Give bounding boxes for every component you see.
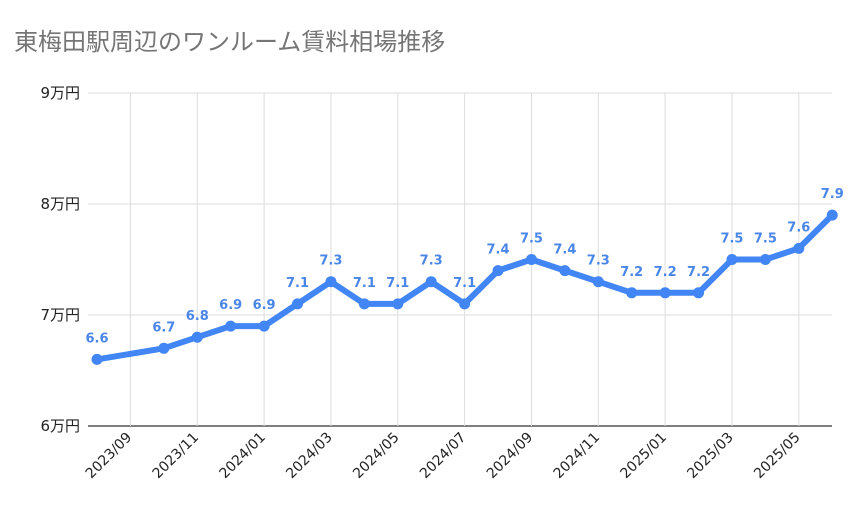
data-point [392, 298, 404, 310]
y-tick-label: 8万円 [40, 195, 80, 213]
data-point [459, 298, 471, 310]
series-line [94, 212, 836, 363]
data-labels: 6.6 6.7 6.8 6.9 6.9 7.1 7.3 7.1 7.1 7.3 7.1 7.4 7.5 7… [85, 187, 843, 346]
data-label: 6.6 [85, 331, 108, 346]
x-tick-label: 2024/09 [484, 430, 536, 482]
data-point [425, 276, 437, 288]
data-label: 7.4 [553, 243, 576, 258]
data-label: 6.7 [152, 320, 175, 335]
y-tick-label: 9万円 [40, 84, 80, 102]
x-tick-label: 2025/01 [618, 430, 670, 482]
data-point [592, 276, 604, 288]
y-tick-label: 6万円 [40, 417, 80, 435]
x-tick-label: 2025/03 [684, 430, 736, 482]
data-label: 7.1 [453, 276, 476, 291]
data-point [525, 254, 537, 265]
data-point [626, 287, 638, 299]
data-point [225, 320, 237, 332]
data-point [759, 254, 771, 265]
data-label: 7.1 [386, 276, 409, 291]
data-point [358, 298, 370, 310]
data-label: 7.5 [754, 232, 777, 247]
x-tick-label: 2025/05 [751, 430, 803, 482]
data-point [659, 287, 671, 299]
data-point [325, 276, 337, 288]
y-axis-ticks: 6万円 7万円 8万円 9万円 [40, 84, 80, 435]
data-label: 7.2 [654, 265, 677, 280]
data-label: 6.9 [219, 298, 242, 313]
data-point [826, 209, 838, 221]
data-label: 7.1 [286, 276, 309, 291]
x-axis-ticks: 2023/09 2023/11 2024/01 2024/03 2024/05 2024/… [83, 430, 804, 482]
data-label: 7.3 [587, 254, 610, 269]
series [91, 209, 838, 365]
data-label: 7.2 [620, 265, 643, 280]
data-point [793, 242, 805, 254]
data-label: 7.2 [687, 265, 710, 280]
data-point [191, 331, 203, 343]
data-label: 7.5 [720, 232, 743, 247]
data-label: 6.8 [186, 309, 209, 324]
data-label: 7.6 [787, 220, 810, 235]
chart-title: 東梅田駅周辺のワンルーム賃料相場推移 [14, 28, 446, 56]
x-tick-label: 2023/11 [150, 430, 202, 482]
data-point [726, 254, 738, 265]
data-point [492, 265, 504, 277]
x-tick-label: 2024/05 [350, 430, 402, 482]
x-tick-label: 2024/07 [417, 430, 469, 482]
x-tick-label: 2024/03 [283, 430, 335, 482]
data-label: 7.3 [420, 254, 443, 269]
y-tick-label: 7万円 [40, 306, 80, 324]
data-label: 7.5 [520, 232, 543, 247]
data-label: 7.4 [487, 243, 510, 258]
data-label: 7.1 [353, 276, 376, 291]
x-tick-label: 2024/11 [551, 430, 603, 482]
data-point [693, 287, 705, 299]
gridlines [88, 92, 832, 427]
x-tick-label: 2023/09 [83, 430, 135, 482]
x-tick-label: 2024/01 [216, 430, 268, 482]
data-point [292, 298, 304, 310]
data-point [91, 353, 103, 365]
data-label: 6.9 [253, 298, 276, 313]
data-point [158, 342, 170, 354]
data-point [258, 320, 270, 332]
data-point [559, 265, 571, 277]
data-label: 7.3 [319, 254, 342, 269]
data-label: 7.9 [821, 187, 844, 202]
